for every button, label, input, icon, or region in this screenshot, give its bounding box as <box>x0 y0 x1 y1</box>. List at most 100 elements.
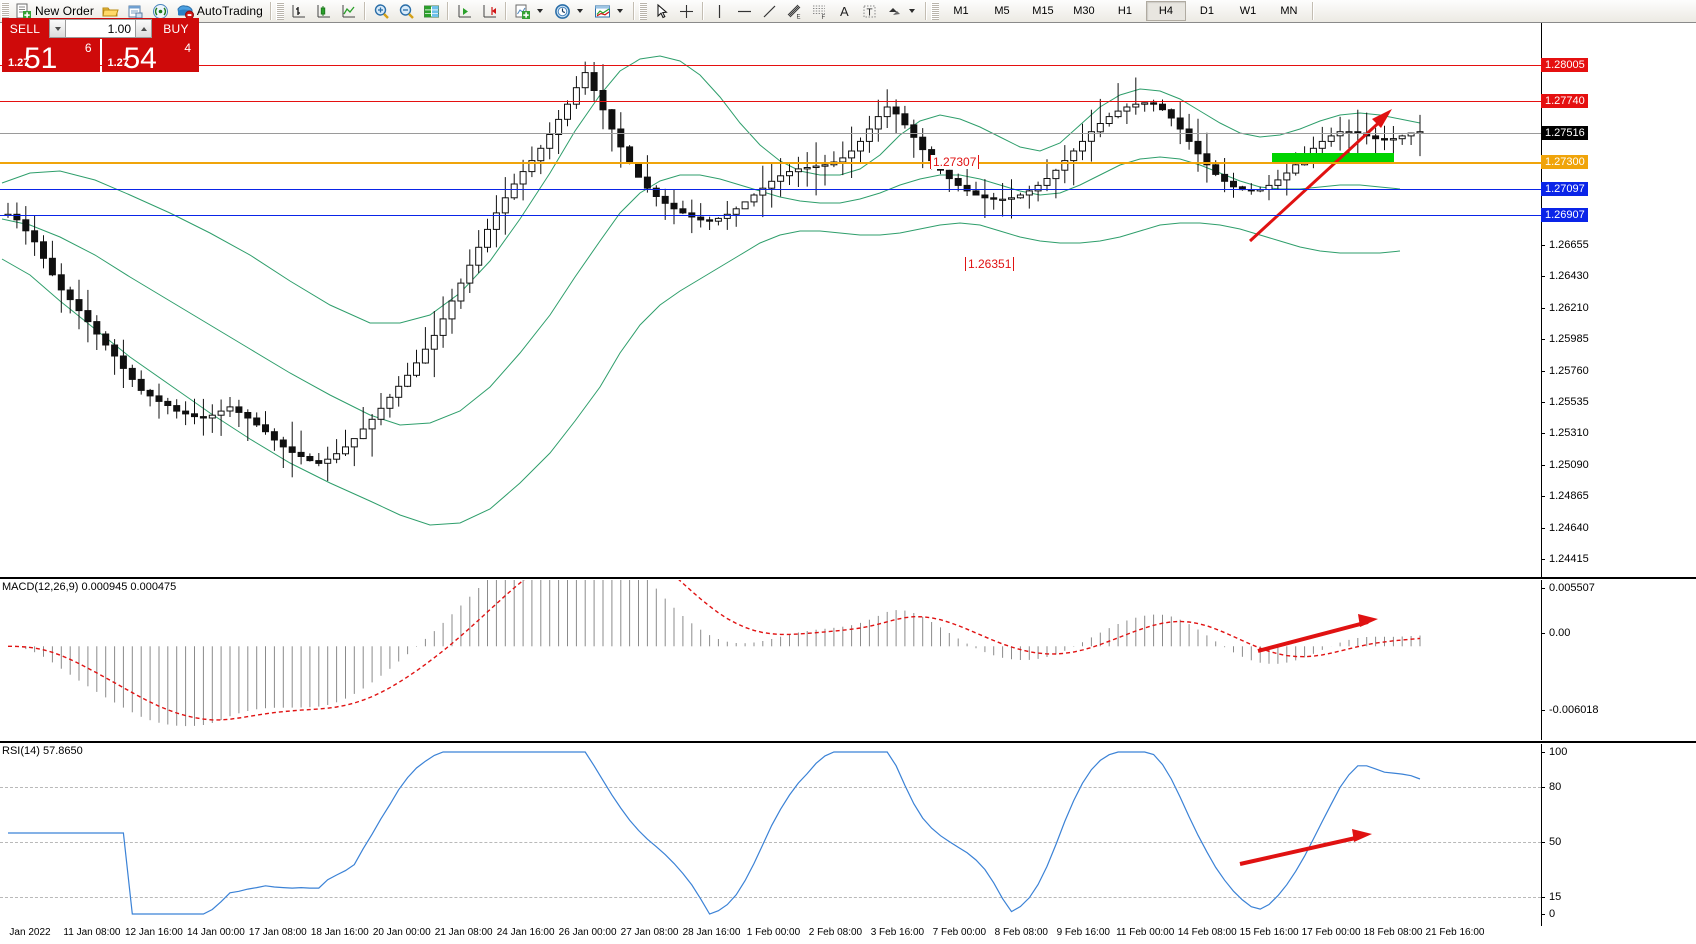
toolbar-grip-2[interactable] <box>275 2 284 20</box>
price-pane[interactable]: 1.27307 1.26351 1.26655 1.26430 1.26210 1.2… <box>0 23 1696 577</box>
channel-icon: E <box>786 3 803 20</box>
volume-increment-button[interactable] <box>135 19 152 38</box>
periodicity-dropdown-caret[interactable] <box>576 9 583 13</box>
axis-tick-label: 0.005507 <box>1549 582 1595 594</box>
new-order-button[interactable]: New Order <box>11 0 98 22</box>
cursor-tool-button[interactable] <box>649 0 674 22</box>
axis-tick <box>1541 787 1545 788</box>
one-click-trading-panel[interactable]: SELL 1.00 BUY 1.27 51 6 1.27 54 4 <box>2 18 199 75</box>
line-chart-button[interactable] <box>336 0 361 22</box>
sell-price-box[interactable]: 1.27 51 6 <box>2 39 100 75</box>
toolbar-separator-4 <box>504 2 507 20</box>
auto-scroll-button[interactable] <box>452 0 477 22</box>
axis-tick-label: 80 <box>1549 781 1562 793</box>
templates-button[interactable] <box>590 0 630 22</box>
main-toolbar: New Order <box>0 0 1696 23</box>
axis-tick <box>1541 897 1545 898</box>
candlestick-icon <box>315 3 332 20</box>
axis-tick-label: 0 <box>1549 908 1556 920</box>
candlestick-chart-button[interactable] <box>311 0 336 22</box>
timeframe-m5[interactable]: M5 <box>994 5 1010 17</box>
bar-chart-button[interactable] <box>286 0 311 22</box>
timeframe-m15[interactable]: M15 <box>1032 5 1054 17</box>
arrows-dropdown-caret[interactable] <box>908 9 915 13</box>
sell-button[interactable]: SELL <box>2 18 48 39</box>
zoom-out-button[interactable] <box>394 0 419 22</box>
fibonacci-tool-button[interactable]: F <box>807 0 832 22</box>
price-axis-line <box>1541 23 1542 577</box>
fibonacci-icon: F <box>811 3 828 20</box>
timeframe-h1[interactable]: H1 <box>1117 5 1132 17</box>
price-tag-1-27300: 1.27300 <box>1541 155 1588 169</box>
price-tag-1-26907: 1.26907 <box>1541 208 1588 222</box>
svg-text:E: E <box>796 14 800 20</box>
macd-pane[interactable]: MACD(12,26,9) 0.000945 0.000475 0.005507… <box>0 580 1696 740</box>
equidistant-channel-tool-button[interactable]: E <box>782 0 807 22</box>
buy-price-big: 54 <box>123 42 157 75</box>
price-tag-1-27097: 1.27097 <box>1541 182 1588 196</box>
zoom-in-icon <box>373 3 390 20</box>
toolbar-grip-4[interactable] <box>930 2 939 20</box>
buy-price-box[interactable]: 1.27 54 4 <box>101 39 199 75</box>
new-order-icon <box>15 3 32 20</box>
rsi-pane[interactable]: RSI(14) 57.8650 100 80 50 15 0 <box>0 744 1696 926</box>
buy-button[interactable]: BUY <box>153 18 199 39</box>
indicators-button[interactable] <box>510 0 550 22</box>
zoom-in-button[interactable] <box>369 0 394 22</box>
toolbar-grip[interactable] <box>1 2 9 20</box>
timeframe-m30[interactable]: M30 <box>1073 5 1095 17</box>
toolbar-separator <box>269 2 272 20</box>
text-tool-button[interactable]: A <box>832 0 857 22</box>
signal-icon <box>152 3 169 20</box>
sell-price-big: 51 <box>24 42 58 75</box>
zoom-out-icon <box>398 3 415 20</box>
candlesticks <box>4 61 1424 481</box>
indicators-dropdown-caret[interactable] <box>536 9 543 13</box>
text-label-tool-button[interactable]: T <box>857 0 882 22</box>
volume-input[interactable]: 1.00 <box>66 19 135 38</box>
arrows-tool-button[interactable] <box>882 0 922 22</box>
axis-tick <box>1541 914 1545 915</box>
horizontal-line-tool-button[interactable] <box>732 0 757 22</box>
timeframe-mn[interactable]: MN <box>1280 5 1298 17</box>
price-tick <box>1541 307 1545 309</box>
autotrading-button[interactable]: AutoTrading <box>173 0 267 22</box>
chart-area[interactable]: USDCAD-,H4 1.27479 1.27549 1.27476 1.275… <box>0 22 1696 944</box>
pane-separator-2[interactable] <box>0 741 1696 743</box>
price-tag-1-27740: 1.27740 <box>1541 94 1588 108</box>
templates-dropdown-caret[interactable] <box>616 9 623 13</box>
price-tick <box>1541 339 1545 341</box>
timeframe-m1[interactable]: M1 <box>953 5 969 17</box>
volume-control[interactable]: 1.00 <box>48 18 153 39</box>
time-axis-label: 18 Jan 16:00 <box>310 927 369 938</box>
trendline-icon <box>761 3 778 20</box>
timeframe-w1[interactable]: W1 <box>1239 5 1257 17</box>
time-axis-label: 21 Feb 16:00 <box>1425 927 1485 938</box>
macd-canvas <box>7 580 1421 727</box>
price-tick-label: 1.25090 <box>1549 458 1589 471</box>
data-grid-button[interactable] <box>419 0 444 22</box>
crosshair-tool-button[interactable] <box>674 0 699 22</box>
market-watch-button[interactable] <box>123 0 148 22</box>
price-tick <box>1541 245 1545 246</box>
macd-axis-line <box>1541 580 1542 740</box>
timeframe-d1[interactable]: D1 <box>1199 5 1214 17</box>
oct-price-row: 1.27 51 6 1.27 54 4 <box>2 39 199 75</box>
trendline-tool-button[interactable] <box>757 0 782 22</box>
vertical-line-tool-button[interactable] <box>707 0 732 22</box>
pane-separator-1[interactable] <box>0 577 1696 579</box>
time-axis-label: 11 Feb 00:00 <box>1116 927 1175 938</box>
cursor-arrow-icon <box>653 3 670 20</box>
terminal-window-icon <box>127 3 144 20</box>
volume-decrement-button[interactable] <box>49 19 66 38</box>
expert-advisors-button[interactable] <box>98 0 123 22</box>
periodicity-button[interactable] <box>550 0 590 22</box>
toolbar-grip-3[interactable] <box>638 2 647 20</box>
price-tick <box>1541 496 1545 498</box>
macd-label: MACD(12,26,9) 0.000945 0.000475 <box>2 581 177 593</box>
rsi-canvas <box>8 751 1421 915</box>
timeframe-h4[interactable]: H4 <box>1145 1 1186 21</box>
chart-shift-button[interactable] <box>477 0 502 22</box>
time-axis-label: 1 Feb 00:00 <box>746 927 801 938</box>
